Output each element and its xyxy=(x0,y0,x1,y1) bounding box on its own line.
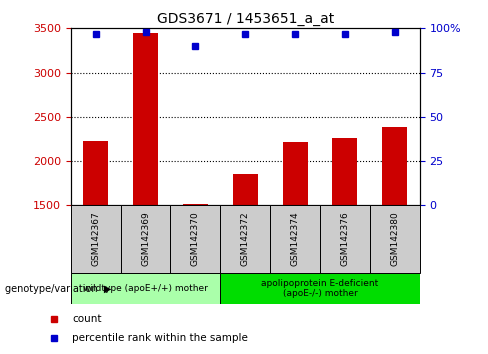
Bar xyxy=(133,33,158,205)
Bar xyxy=(320,205,370,273)
Bar xyxy=(220,205,270,273)
Bar xyxy=(71,273,220,304)
Text: wildtype (apoE+/+) mother: wildtype (apoE+/+) mother xyxy=(83,284,208,293)
Text: GSM142374: GSM142374 xyxy=(290,212,300,266)
Text: genotype/variation  ▶: genotype/variation ▶ xyxy=(5,284,111,293)
Text: percentile rank within the sample: percentile rank within the sample xyxy=(73,333,248,343)
Text: GSM142369: GSM142369 xyxy=(141,212,150,266)
Text: GSM142376: GSM142376 xyxy=(341,212,349,266)
Text: GSM142380: GSM142380 xyxy=(390,212,399,266)
Text: GSM142367: GSM142367 xyxy=(91,212,100,266)
Bar xyxy=(283,142,307,205)
Bar xyxy=(382,127,407,205)
Bar xyxy=(121,205,170,273)
Bar xyxy=(270,205,320,273)
Bar xyxy=(220,273,420,304)
Bar xyxy=(83,141,108,205)
Bar xyxy=(233,175,258,205)
Bar xyxy=(71,205,121,273)
Title: GDS3671 / 1453651_a_at: GDS3671 / 1453651_a_at xyxy=(157,12,334,26)
Text: GSM142370: GSM142370 xyxy=(191,212,200,266)
Text: apolipoprotein E-deficient
(apoE-/-) mother: apolipoprotein E-deficient (apoE-/-) mot… xyxy=(262,279,379,298)
Bar xyxy=(170,205,220,273)
Text: count: count xyxy=(73,314,102,324)
Text: GSM142372: GSM142372 xyxy=(241,212,250,266)
Bar xyxy=(332,138,357,205)
Bar xyxy=(370,205,420,273)
